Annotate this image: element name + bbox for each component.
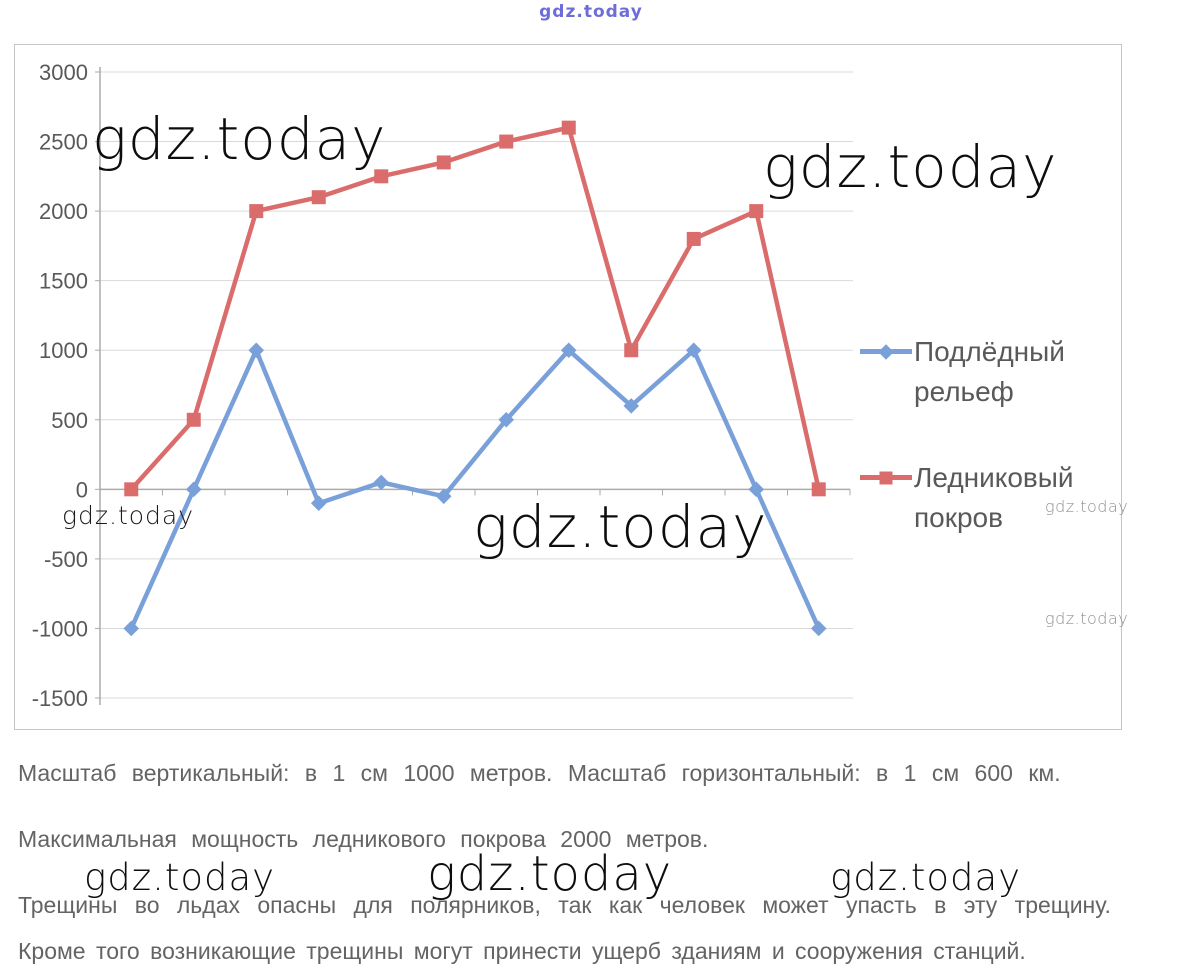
svg-text:0: 0: [76, 477, 88, 502]
watermark-bottom-3: gdz.today: [830, 856, 1022, 899]
legend-item-ice-sheet: Ледниковый покров: [860, 458, 1120, 538]
watermark-bottom-1: gdz.today: [84, 856, 276, 899]
svg-text:1500: 1500: [39, 269, 88, 294]
watermark-small-left: gdz.today: [62, 501, 195, 530]
svg-text:1000: 1000: [39, 338, 88, 363]
svg-text:500: 500: [51, 408, 88, 433]
legend-label: Ледниковый покров: [914, 462, 1074, 533]
diamond-marker-icon: [878, 343, 894, 360]
chart-frame: 3000 2500 2000 1500 1000 500 0 -500 -1000 -1500 П…: [14, 44, 1128, 730]
legend-item-subglacial-relief: Подлёдный рельеф: [860, 332, 1120, 412]
svg-text:2500: 2500: [39, 130, 88, 155]
line-chart: 3000 2500 2000 1500 1000 500 0 -500 -1000 -1500: [32, 60, 853, 711]
watermark-small-gray-1: gdz.today: [1045, 497, 1129, 516]
paragraph-damage: Кроме того возникающие трещины могут при…: [18, 938, 1026, 964]
legend-label: Подлёдный рельеф: [914, 336, 1065, 407]
svg-text:2000: 2000: [39, 199, 88, 224]
svg-text:3000: 3000: [39, 60, 88, 85]
square-marker-icon: [879, 471, 893, 484]
paragraph-scale: Масштаб вертикальный: в 1 см 1000 метров…: [18, 760, 1061, 786]
watermark-small-gray-2: gdz.today: [1045, 609, 1129, 628]
watermark-chart-left: gdz.today: [92, 105, 387, 173]
svg-text:-1000: -1000: [32, 616, 88, 641]
watermark-top: gdz.today: [539, 2, 643, 22]
watermark-bottom-2: gdz.today: [427, 846, 673, 902]
paragraph-cracks: Трещины во льдах опасны для полярников, …: [18, 892, 1111, 918]
watermark-chart-right: gdz.today: [763, 133, 1058, 201]
svg-text:-500: -500: [44, 547, 88, 572]
chart-legend: Подлёдный рельеф Ледниковый покров: [860, 332, 1120, 584]
legend-line-blue: [860, 343, 912, 360]
paragraph-max-thickness: Максимальная мощность ледникового покров…: [18, 826, 709, 852]
svg-text:-1500: -1500: [32, 686, 88, 711]
legend-line-red: [860, 471, 912, 484]
watermark-chart-middle: gdz.today: [473, 493, 768, 561]
